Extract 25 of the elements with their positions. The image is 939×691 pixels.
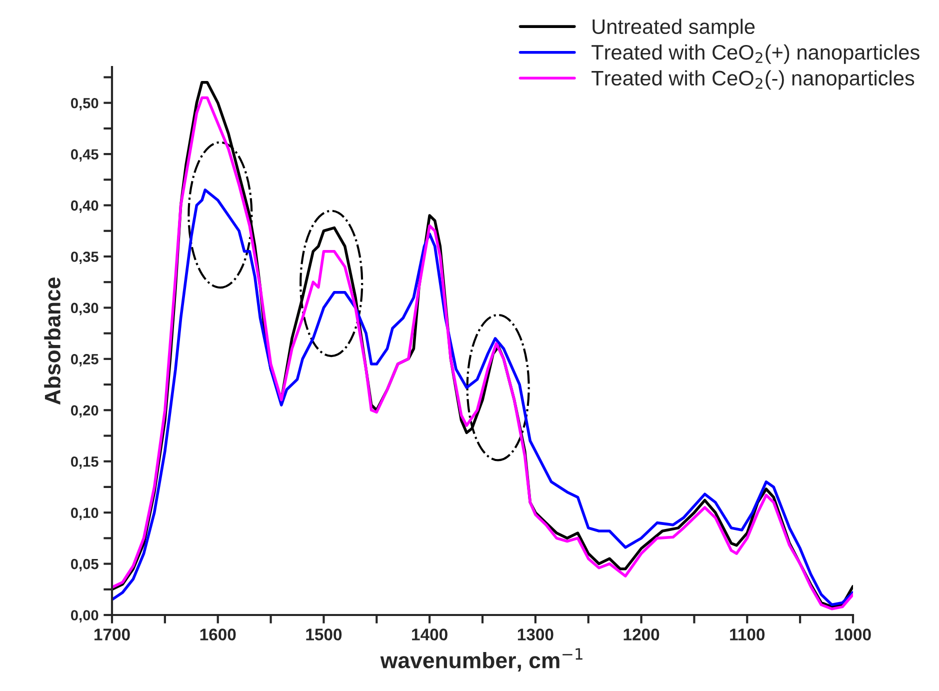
- line-series: [112, 188, 853, 606]
- y-tick-label: 0,10: [71, 508, 98, 520]
- x-axis-title: wavenumber, cm$^{−1}$: [380, 648, 582, 672]
- x-tick-label: 1700: [94, 628, 130, 640]
- y-tick-label: 0,45: [71, 149, 98, 162]
- y-axis-title: Absorbance: [44, 278, 60, 405]
- x-tick-label: 1500: [306, 628, 342, 640]
- x-tick-label: 1000: [836, 628, 871, 640]
- legend-label: Treated with CeO$_{2}$(+) nanoparticles: [592, 44, 920, 64]
- y-tick-label: 0,25: [71, 354, 98, 366]
- x-tick-label: 1200: [624, 628, 660, 640]
- legend-label: Treated with CeO$_{2}$(-) nanoparticles: [592, 70, 914, 90]
- y-tick-label: 0,30: [71, 302, 98, 316]
- y-tick-label: 0,00: [71, 610, 98, 623]
- y-tick-label: 0,20: [71, 405, 98, 418]
- y-tick-label: 0,05: [71, 558, 98, 572]
- x-tick-label: 1400: [412, 628, 448, 640]
- legend-label: Untreated sample: [592, 18, 755, 38]
- x-tick-label: 1100: [730, 628, 765, 640]
- y-tick-label: 0,15: [71, 456, 98, 469]
- x-tick-label: 1600: [200, 628, 236, 640]
- y-tick-label: 0,50: [71, 98, 98, 110]
- x-tick-label: 1300: [518, 628, 554, 640]
- y-tick-label: 0,35: [71, 252, 98, 264]
- y-tick-label: 0,40: [71, 200, 98, 213]
